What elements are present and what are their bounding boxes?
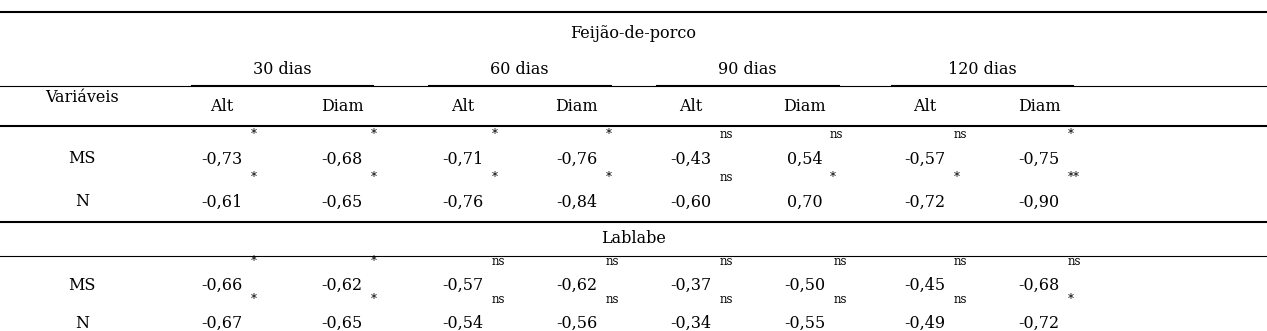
Text: -0,67: -0,67 <box>201 315 242 331</box>
Text: ns: ns <box>954 293 968 306</box>
Text: Feijão-de-porco: Feijão-de-porco <box>570 24 697 42</box>
Text: *: * <box>492 171 498 184</box>
Text: *: * <box>954 171 960 184</box>
Text: -0,90: -0,90 <box>1019 193 1059 211</box>
Text: -0,54: -0,54 <box>442 315 483 331</box>
Text: *: * <box>251 293 257 306</box>
Text: ns: ns <box>720 255 734 267</box>
Text: -0,65: -0,65 <box>322 315 362 331</box>
Text: *: * <box>371 255 378 267</box>
Text: Diam: Diam <box>555 98 598 115</box>
Text: *: * <box>1068 293 1074 306</box>
Text: N: N <box>75 193 90 211</box>
Text: MS: MS <box>68 277 96 294</box>
Text: -0,55: -0,55 <box>784 315 825 331</box>
Text: -0,68: -0,68 <box>1019 277 1059 294</box>
Text: -0,50: -0,50 <box>784 277 825 294</box>
Text: -0,68: -0,68 <box>322 150 362 167</box>
Text: *: * <box>371 293 378 306</box>
Text: ns: ns <box>606 255 620 267</box>
Text: ns: ns <box>834 255 848 267</box>
Text: *: * <box>830 171 836 184</box>
Text: Diam: Diam <box>321 98 364 115</box>
Text: Alt: Alt <box>451 98 474 115</box>
Text: -0,56: -0,56 <box>556 315 597 331</box>
Text: *: * <box>251 255 257 267</box>
Text: 90 dias: 90 dias <box>718 61 777 78</box>
Text: ns: ns <box>1068 255 1082 267</box>
Text: ns: ns <box>492 255 506 267</box>
Text: *: * <box>251 128 257 141</box>
Text: ns: ns <box>954 128 968 141</box>
Text: *: * <box>1068 128 1074 141</box>
Text: ns: ns <box>720 293 734 306</box>
Text: -0,72: -0,72 <box>1019 315 1059 331</box>
Text: Alt: Alt <box>914 98 936 115</box>
Text: *: * <box>606 128 612 141</box>
Text: -0,72: -0,72 <box>905 193 945 211</box>
Text: -0,43: -0,43 <box>670 150 711 167</box>
Text: MS: MS <box>68 150 96 167</box>
Text: -0,71: -0,71 <box>442 150 483 167</box>
Text: -0,57: -0,57 <box>442 277 483 294</box>
Text: -0,84: -0,84 <box>556 193 597 211</box>
Text: -0,37: -0,37 <box>670 277 711 294</box>
Text: ns: ns <box>720 128 734 141</box>
Text: -0,73: -0,73 <box>201 150 242 167</box>
Text: -0,62: -0,62 <box>556 277 597 294</box>
Text: 0,54: 0,54 <box>787 150 822 167</box>
Text: -0,62: -0,62 <box>322 277 362 294</box>
Text: ns: ns <box>954 255 968 267</box>
Text: -0,65: -0,65 <box>322 193 362 211</box>
Text: Alt: Alt <box>679 98 702 115</box>
Text: ns: ns <box>492 293 506 306</box>
Text: -0,57: -0,57 <box>905 150 945 167</box>
Text: Variáveis: Variáveis <box>46 89 119 107</box>
Text: Diam: Diam <box>1017 98 1060 115</box>
Text: 60 dias: 60 dias <box>490 61 549 78</box>
Text: -0,61: -0,61 <box>201 193 242 211</box>
Text: *: * <box>606 171 612 184</box>
Text: -0,76: -0,76 <box>556 150 597 167</box>
Text: 0,70: 0,70 <box>787 193 822 211</box>
Text: -0,76: -0,76 <box>442 193 483 211</box>
Text: 30 dias: 30 dias <box>252 61 312 78</box>
Text: *: * <box>371 171 378 184</box>
Text: 120 dias: 120 dias <box>948 61 1016 78</box>
Text: Alt: Alt <box>210 98 233 115</box>
Text: ns: ns <box>606 293 620 306</box>
Text: -0,66: -0,66 <box>201 277 242 294</box>
Text: ns: ns <box>834 293 848 306</box>
Text: *: * <box>492 128 498 141</box>
Text: N: N <box>75 315 90 331</box>
Text: *: * <box>251 171 257 184</box>
Text: ns: ns <box>720 171 734 184</box>
Text: *: * <box>371 128 378 141</box>
Text: -0,75: -0,75 <box>1019 150 1059 167</box>
Text: **: ** <box>1068 171 1079 184</box>
Text: -0,49: -0,49 <box>905 315 945 331</box>
Text: Lablabe: Lablabe <box>601 230 666 248</box>
Text: Diam: Diam <box>783 98 826 115</box>
Text: ns: ns <box>830 128 844 141</box>
Text: -0,34: -0,34 <box>670 315 711 331</box>
Text: -0,45: -0,45 <box>905 277 945 294</box>
Text: -0,60: -0,60 <box>670 193 711 211</box>
